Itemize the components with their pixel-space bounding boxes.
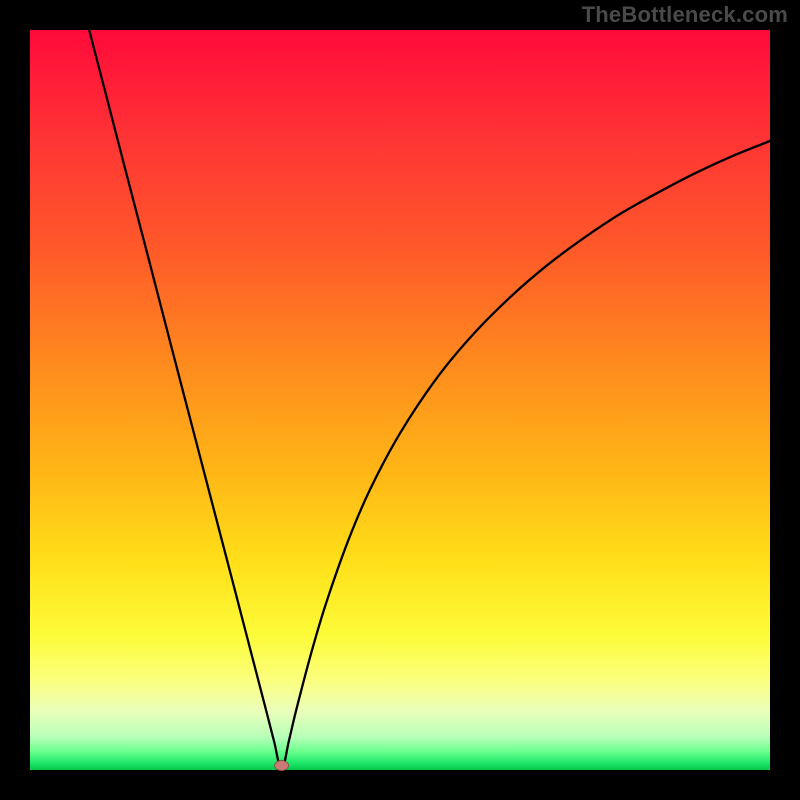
bottleneck-chart xyxy=(0,0,800,800)
chart-plot-area xyxy=(30,30,770,770)
watermark-text: TheBottleneck.com xyxy=(582,2,788,28)
optimum-marker xyxy=(275,761,289,771)
